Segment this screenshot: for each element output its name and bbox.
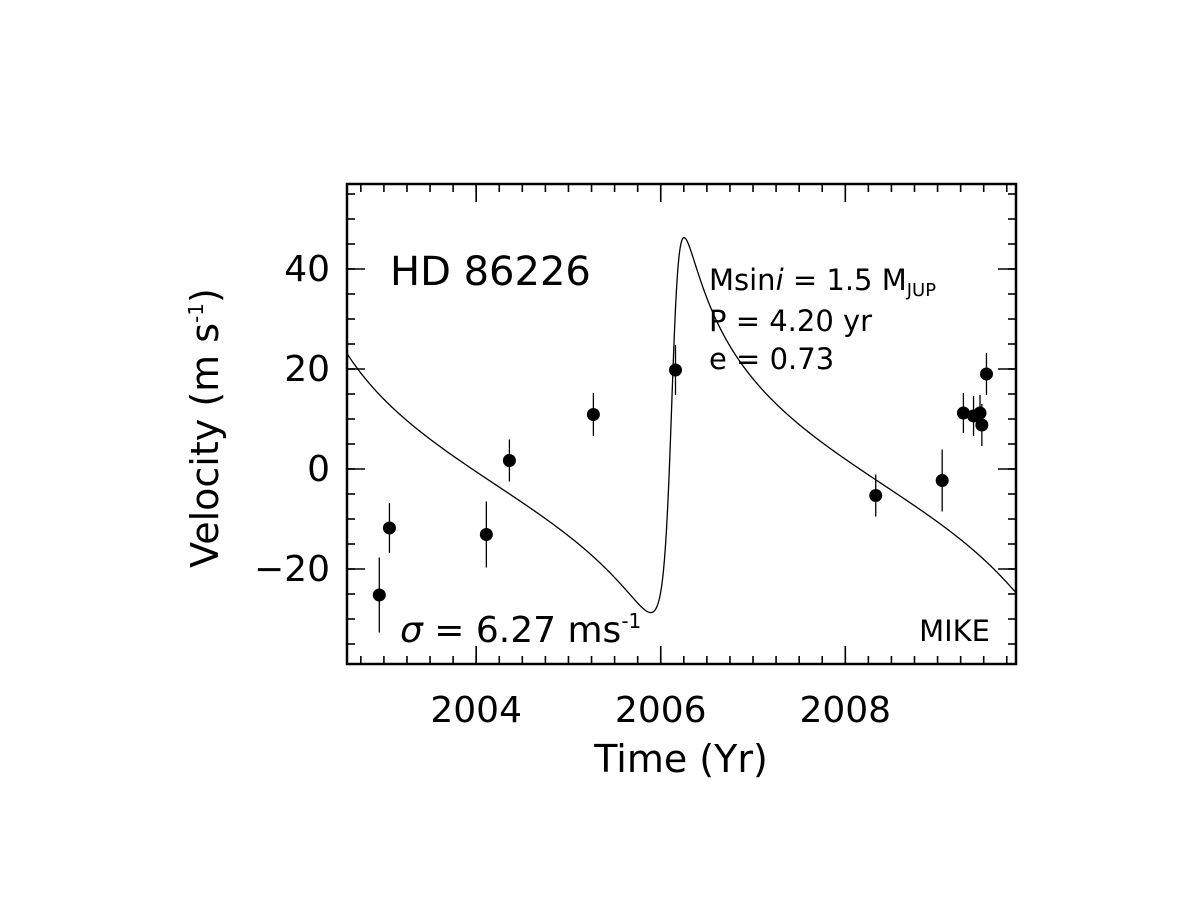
chart-title: HD 86226 (390, 249, 591, 295)
y-axis-label-close: ) (183, 288, 227, 303)
x-axis-label: Time (Yr) (593, 737, 768, 781)
x-tick-label: 2006 (615, 690, 707, 731)
y-axis-label-sup: -1 (184, 303, 208, 323)
sigma-superscript: -1 (621, 609, 641, 633)
eccentricity-annotation: e = 0.73 (709, 342, 834, 376)
msini-value: = 1.5 M (784, 263, 907, 297)
y-tick-label: 0 (307, 449, 330, 490)
x-tick-label: 2004 (430, 690, 522, 731)
x-tick-label: 2008 (799, 690, 891, 731)
data-point (973, 406, 987, 420)
data-point (372, 588, 386, 602)
data-point (502, 454, 516, 467)
data-point (479, 528, 493, 541)
y-tick-label: 40 (284, 249, 330, 290)
instrument-label: MIKE (919, 614, 990, 648)
plot-frame (345, 182, 1018, 666)
data-point (669, 363, 683, 377)
y-axis-label-main: Velocity (m s (183, 323, 227, 568)
msini-prefix: Msin (709, 263, 776, 297)
data-point (975, 418, 989, 432)
data-point (979, 367, 993, 381)
sigma-symbol: σ (400, 610, 424, 651)
y-tick-label: 20 (284, 349, 330, 390)
data-point (869, 489, 883, 502)
sigma-annotation: σ = 6.27 ms-1 (400, 609, 641, 651)
period-annotation: P = 4.20 yr (709, 304, 872, 338)
data-point (586, 408, 600, 421)
tick-labels: 2004 2006 2008 −20 0 20 40 (254, 249, 891, 731)
y-tick-label: −20 (254, 549, 330, 590)
y-axis-label: Velocity (m s-1) (183, 288, 227, 568)
data-points (372, 345, 993, 633)
data-point (956, 406, 970, 420)
data-point (382, 521, 396, 535)
msini-subscript: JUP (906, 280, 936, 301)
data-point (935, 474, 949, 487)
msini-annotation: Msini = 1.5 MJUP (709, 263, 936, 301)
msini-italic: i (776, 263, 784, 297)
axis-ticks (347, 184, 1016, 664)
sigma-value: = 6.27 ms (423, 610, 621, 651)
orbit-model-curve (347, 236, 1016, 614)
